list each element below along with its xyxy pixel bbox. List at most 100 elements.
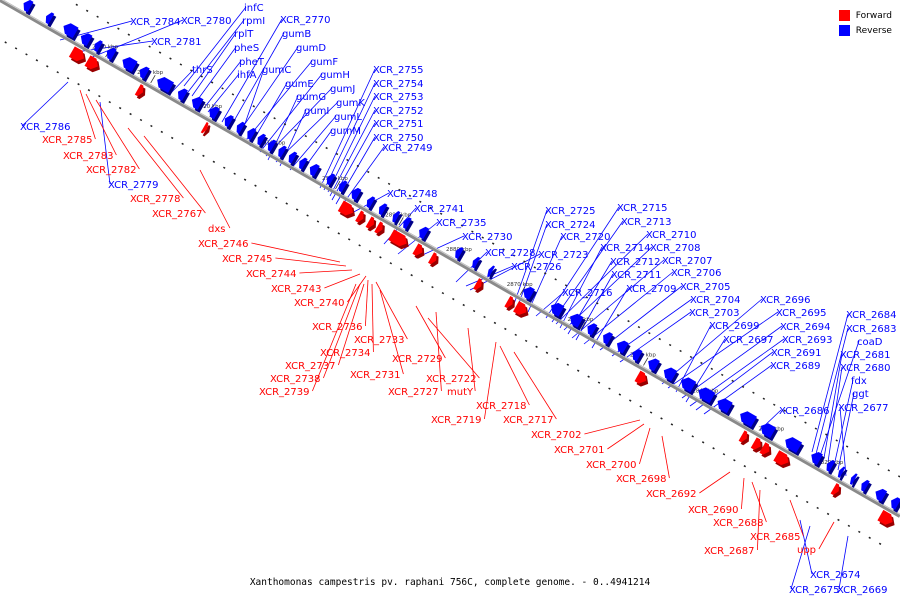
gene-label-xcr-2688[interactable]: XCR_2688 (713, 518, 764, 529)
reverse-gene-arrow[interactable] (811, 452, 823, 465)
gene-label-xcr-2728[interactable]: XCR_2728 (485, 248, 536, 259)
gene-label-xcr-2785[interactable]: XCR_2785 (42, 135, 93, 146)
gene-label-xcr-2741[interactable]: XCR_2741 (414, 204, 465, 215)
reverse-gene-arrow[interactable] (257, 133, 266, 146)
gene-label-xcr-2681[interactable]: XCR_2681 (840, 350, 891, 361)
gene-label-xcr-2786[interactable]: XCR_2786 (20, 122, 71, 133)
gene-label-rpmi[interactable]: rpmI (242, 16, 265, 27)
gene-label-xcr-2748[interactable]: XCR_2748 (387, 189, 438, 200)
reverse-gene-arrow[interactable] (236, 121, 246, 134)
reverse-gene-arrow[interactable] (267, 139, 277, 152)
gene-label-fdx[interactable]: fdx (851, 376, 867, 387)
gene-label-xcr-2755[interactable]: XCR_2755 (373, 65, 424, 76)
gene-label-xcr-2784[interactable]: XCR_2784 (130, 17, 181, 28)
reverse-gene-arrow[interactable] (455, 247, 464, 260)
forward-gene-arrow[interactable] (388, 229, 407, 247)
reverse-gene-arrow[interactable] (157, 77, 175, 93)
gene-label-xcr-2697[interactable]: XCR_2697 (723, 335, 774, 346)
gene-label-xcr-2778[interactable]: XCR_2778 (130, 194, 181, 205)
gene-label-xcr-2687[interactable]: XCR_2687 (704, 546, 755, 557)
gene-label-xcr-2701[interactable]: XCR_2701 (554, 445, 605, 456)
reverse-gene-arrow[interactable] (785, 437, 803, 454)
reverse-gene-arrow[interactable] (419, 226, 430, 240)
gene-label-xcr-2695[interactable]: XCR_2695 (776, 308, 827, 319)
reverse-gene-arrow[interactable] (392, 211, 401, 223)
forward-gene-arrow[interactable] (374, 221, 383, 234)
gene-label-gumk[interactable]: gumK (336, 98, 365, 109)
gene-label-xcr-2714[interactable]: XCR_2714 (600, 243, 651, 254)
reverse-gene-arrow[interactable] (837, 466, 846, 478)
gene-label-xcr-2710[interactable]: XCR_2710 (646, 230, 697, 241)
gene-label-xcr-2696[interactable]: XCR_2696 (760, 295, 811, 306)
reverse-gene-arrow[interactable] (826, 459, 836, 472)
gene-label-xcr-2725[interactable]: XCR_2725 (545, 206, 596, 217)
reverse-gene-arrow[interactable] (309, 164, 320, 177)
forward-gene-arrow[interactable] (134, 84, 144, 97)
gene-label-xcr-2745[interactable]: XCR_2745 (222, 254, 273, 265)
reverse-gene-arrow[interactable] (338, 180, 348, 193)
gene-label-thrs[interactable]: thrS (192, 65, 213, 76)
gene-label-phet[interactable]: pheT (239, 57, 265, 68)
gene-label-xcr-2752[interactable]: XCR_2752 (373, 106, 424, 117)
gene-label-guml[interactable]: gumL (334, 112, 362, 123)
gene-label-xcr-2737[interactable]: XCR_2737 (285, 361, 336, 372)
gene-label-xcr-2692[interactable]: XCR_2692 (646, 489, 697, 500)
forward-gene-arrow[interactable] (428, 252, 437, 265)
gene-label-xcr-2738[interactable]: XCR_2738 (270, 374, 321, 385)
gene-label-xcr-2716[interactable]: XCR_2716 (562, 288, 613, 299)
gene-label-xcr-2782[interactable]: XCR_2782 (86, 165, 137, 176)
reverse-gene-arrow[interactable] (403, 217, 412, 230)
gene-label-xcr-2703[interactable]: XCR_2703 (689, 308, 740, 319)
gene-label-xcr-2717[interactable]: XCR_2717 (503, 415, 554, 426)
forward-gene-arrow[interactable] (513, 301, 527, 315)
gene-label-xcr-2685[interactable]: XCR_2685 (750, 532, 801, 543)
gene-label-xcr-2743[interactable]: XCR_2743 (271, 284, 322, 295)
gene-label-xcr-2736[interactable]: XCR_2736 (312, 322, 363, 333)
gene-label-gumf[interactable]: gumF (310, 57, 338, 68)
reverse-gene-arrow[interactable] (570, 313, 584, 328)
reverse-gene-arrow[interactable] (177, 88, 188, 101)
gene-label-xcr-2715[interactable]: XCR_2715 (617, 203, 668, 214)
reverse-gene-arrow[interactable] (875, 488, 888, 502)
gene-label-gumh[interactable]: gumH (320, 70, 350, 81)
reverse-gene-arrow[interactable] (299, 157, 308, 170)
gene-label-upp[interactable]: upp (797, 545, 816, 556)
gene-label-xcr-2767[interactable]: XCR_2767 (152, 209, 203, 220)
reverse-gene-arrow[interactable] (63, 23, 79, 39)
gene-label-xcr-2691[interactable]: XCR_2691 (771, 348, 822, 359)
forward-gene-arrow[interactable] (473, 278, 482, 291)
gene-label-dxs[interactable]: dxs (208, 224, 225, 235)
gene-label-xcr-2680[interactable]: XCR_2680 (840, 363, 891, 374)
gene-label-xcr-2729[interactable]: XCR_2729 (392, 354, 443, 365)
reverse-gene-arrow[interactable] (861, 479, 870, 492)
reverse-gene-arrow[interactable] (80, 33, 93, 47)
forward-gene-arrow[interactable] (504, 296, 513, 308)
gene-label-xcr-2781[interactable]: XCR_2781 (151, 37, 202, 48)
gene-label-xcr-2740[interactable]: XCR_2740 (294, 298, 345, 309)
reverse-gene-arrow[interactable] (224, 115, 234, 128)
gene-label-xcr-2690[interactable]: XCR_2690 (688, 505, 739, 516)
gene-label-xcr-2723[interactable]: XCR_2723 (538, 250, 589, 261)
gene-label-xcr-2700[interactable]: XCR_2700 (586, 460, 637, 471)
reverse-gene-arrow[interactable] (23, 0, 34, 13)
forward-gene-arrow[interactable] (68, 46, 85, 62)
gene-label-xcr-2683[interactable]: XCR_2683 (846, 324, 897, 335)
reverse-gene-arrow[interactable] (139, 66, 150, 79)
gene-label-gumd[interactable]: gumD (296, 43, 326, 54)
forward-gene-arrow[interactable] (877, 509, 893, 525)
gene-label-xcr-2734[interactable]: XCR_2734 (320, 348, 371, 359)
reverse-gene-arrow[interactable] (616, 340, 629, 354)
gene-label-ihfa[interactable]: ihfA (237, 70, 257, 81)
gene-label-xcr-2726[interactable]: XCR_2726 (511, 262, 562, 273)
reverse-gene-arrow[interactable] (523, 286, 535, 300)
gene-label-xcr-2708[interactable]: XCR_2708 (650, 243, 701, 254)
forward-gene-arrow[interactable] (759, 442, 770, 455)
reverse-gene-arrow[interactable] (587, 323, 598, 336)
gene-label-xcr-2770[interactable]: XCR_2770 (280, 15, 331, 26)
forward-gene-arrow[interactable] (412, 243, 423, 256)
gene-label-xcr-2735[interactable]: XCR_2735 (436, 218, 487, 229)
gene-label-xcr-2719[interactable]: XCR_2719 (431, 415, 482, 426)
forward-gene-arrow[interactable] (634, 370, 647, 384)
gene-label-coad[interactable]: coaD (857, 337, 883, 348)
forward-gene-arrow[interactable] (830, 483, 840, 495)
